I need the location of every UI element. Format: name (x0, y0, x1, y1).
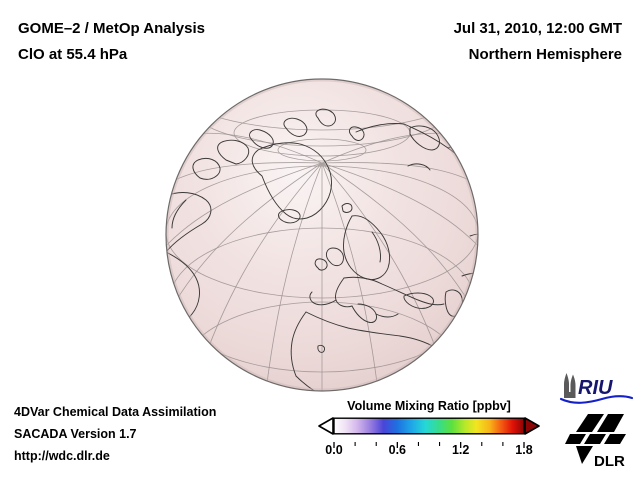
colorbar-title: Volume Mixing Ratio [ppbv] (347, 399, 511, 413)
dlr-mark-icon (565, 414, 626, 464)
instrument-title: GOME–2 / MetOp Analysis (18, 20, 205, 37)
riu-tower-icon (564, 373, 576, 398)
footer-line-method: 4DVar Chemical Data Assimilation (14, 405, 217, 419)
footer-credits: 4DVar Chemical Data Assimilation SACADA … (14, 401, 216, 467)
riu-wordmark: RIU (578, 377, 613, 399)
colorbar-gradient (333, 417, 525, 435)
globe-outline (165, 78, 479, 392)
colorbar-tick-labels: 0.0 0.6 1.2 1.8 (318, 443, 540, 459)
footer-line-url: http://wdc.dlr.de (14, 449, 110, 463)
header-right: Jul 31, 2010, 12:00 GMT Northern Hemisph… (454, 16, 622, 68)
colorbar-max-arrow (524, 417, 540, 435)
riu-logo: RIU (558, 372, 634, 406)
hemisphere-label: Northern Hemisphere (468, 46, 622, 63)
footer-line-version: SACADA Version 1.7 (14, 427, 137, 441)
colorbar-tick-label: 1.2 (451, 443, 470, 457)
species-level-label: ClO at 55.4 hPa (18, 46, 128, 63)
colorbar-ticks (318, 436, 540, 448)
colorbar-strip (318, 416, 540, 436)
colorbar-tick-label: 0.0 (325, 443, 343, 457)
colorbar-tick-label: 1.8 (515, 443, 533, 457)
colorbar: Volume Mixing Ratio [ppbv] 0.0 0.6 1.2 1.8 (318, 399, 540, 459)
header-left: GOME–2 / MetOp Analysis ClO at 55.4 hPa (18, 16, 205, 68)
riu-logo-svg: RIU (559, 373, 634, 404)
riu-swoosh-icon (559, 395, 634, 404)
colorbar-tick-label: 0.6 (388, 443, 407, 457)
colorbar-svg (318, 417, 540, 435)
dlr-logo: DLR (564, 412, 634, 470)
dlr-wordmark: DLR (594, 453, 625, 470)
datetime-label: Jul 31, 2010, 12:00 GMT (453, 20, 622, 37)
colorbar-min-arrow (318, 417, 334, 435)
colorbar-ticks-svg (333, 442, 525, 448)
dlr-logo-svg: DLR (565, 414, 626, 470)
